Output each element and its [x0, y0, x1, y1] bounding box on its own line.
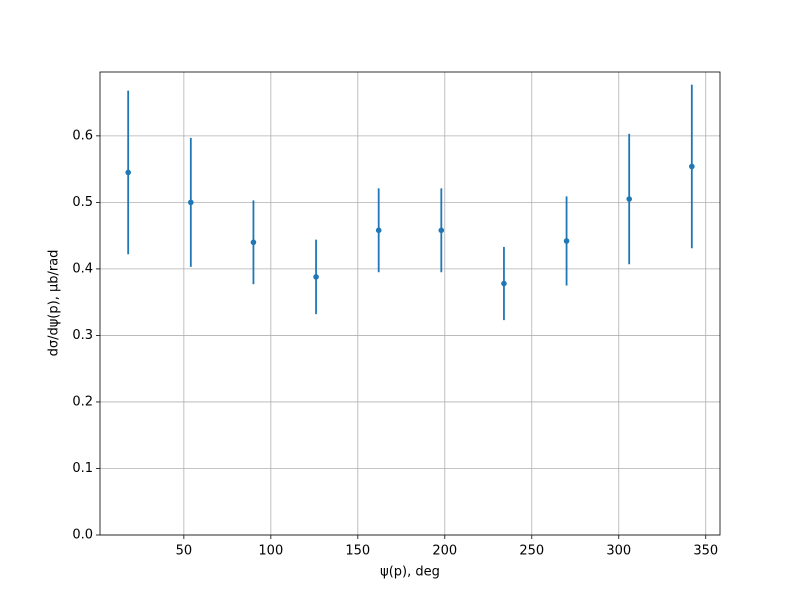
y-tick-label: 0.0 — [72, 528, 93, 543]
data-point — [563, 238, 570, 244]
plot-frame — [99, 71, 721, 536]
y-tick-label: 0.3 — [72, 328, 93, 343]
x-tick-label: 250 — [519, 544, 544, 559]
data-point — [250, 239, 257, 246]
y-tick-label: 0.1 — [72, 461, 93, 476]
x-tick-label: 300 — [606, 544, 631, 559]
x-tick-label: 50 — [176, 544, 193, 559]
x-tick-label: 200 — [432, 544, 457, 559]
y-tick-label: 0.6 — [72, 128, 93, 143]
data-point — [313, 274, 319, 280]
y-tick-label: 0.2 — [72, 394, 93, 409]
data-point — [501, 280, 507, 287]
x-axis-label: ψ(p), deg — [380, 565, 440, 580]
data-point — [125, 169, 131, 176]
y-tick-label: 0.4 — [72, 261, 93, 276]
data-point — [188, 199, 194, 206]
y-tick-label: 0.5 — [72, 195, 93, 210]
data-point — [375, 227, 382, 234]
data-point — [626, 196, 632, 202]
y-axis-label: dσ/dψ(p), μb/rad — [47, 250, 62, 357]
data-point — [438, 227, 445, 234]
x-tick-label: 150 — [345, 544, 370, 559]
x-tick-label: 100 — [258, 544, 283, 559]
data-point — [689, 163, 695, 170]
x-tick-label: 350 — [693, 544, 718, 559]
